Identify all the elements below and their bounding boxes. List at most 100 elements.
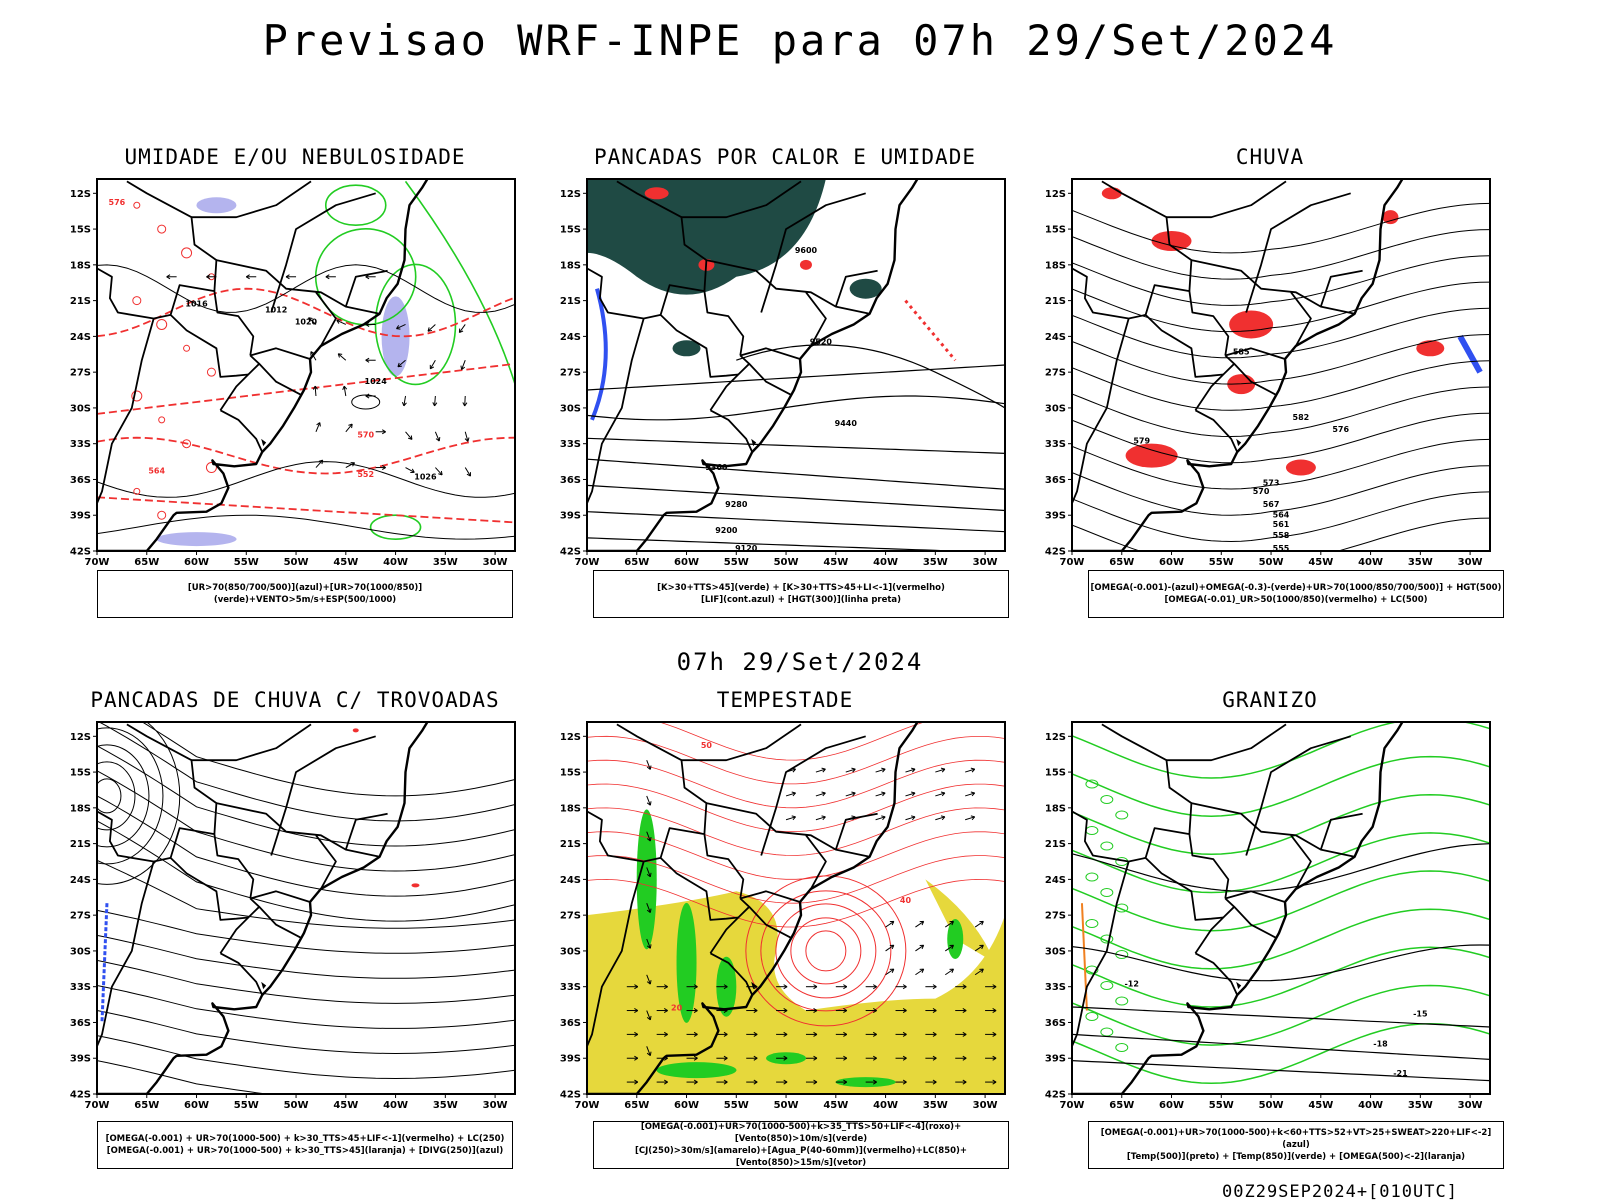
wind-vector-head [646, 944, 652, 949]
rain-omega-area [1229, 310, 1274, 339]
temp850-contour [1072, 1022, 1490, 1085]
map-plot: 40 50 20 12S 15S 18S 21S 24S 27S 30S 33S 36S 39S 42S7… [560, 721, 1006, 1111]
lat-tick-label: 15S [560, 768, 581, 779]
hgt300-contour [587, 364, 1005, 391]
wind-vector-head [435, 436, 441, 442]
temp500-contour [1072, 1033, 1490, 1060]
wind-vector-head [872, 1055, 877, 1061]
precip-water-contour [587, 735, 1005, 785]
lon-tick-label: 40W [873, 557, 898, 568]
run-info-footer: 00Z29SEP2024+[010UTC] [1222, 1182, 1458, 1202]
streamline-vortex [97, 778, 122, 814]
border [126, 180, 218, 292]
wind-vector-head [429, 364, 435, 370]
wind-vector-head [432, 402, 438, 407]
wind-vector-head [992, 984, 997, 990]
contour-label: 573 [1263, 478, 1280, 487]
wind-vector [646, 759, 651, 770]
border [1072, 810, 1146, 863]
lat-tick-label: 27S [560, 911, 581, 922]
temp850-detail [1085, 1012, 1099, 1021]
lat-tick-label: 21S [1045, 296, 1066, 307]
lat-tick-label: 39S [1045, 511, 1066, 522]
map-plot: 1012 1016 1020 1024 1026 564 570 576 552 12S 15S 18… [70, 178, 516, 568]
lc850-contour [760, 890, 892, 1012]
wind-vector-head [979, 920, 984, 926]
lon-tick-label: 55W [1209, 557, 1234, 568]
high-pressure-isobar [351, 394, 381, 410]
legend-line: [OMEGA(-0.001)-(azul)+OMEGA(-0.3)-(verde… [1090, 583, 1502, 593]
lon-tick-label: 45W [333, 557, 358, 568]
lat-tick-label: 18S [560, 803, 581, 814]
lat-tick-label: 36S [70, 1018, 91, 1029]
wind-vector [308, 317, 317, 325]
hgt500-contour [1072, 438, 1490, 490]
humidity-1000-850-contour [404, 180, 515, 385]
lon-tick-label: 50W [1259, 1100, 1284, 1111]
legend-chuva: [OMEGA(-0.001)-(azul)+OMEGA(-0.3)-(verde… [1088, 570, 1504, 618]
wind850-area [676, 902, 697, 1023]
wind-vector-head [970, 767, 976, 773]
streamline [97, 1060, 271, 1094]
wind-vector-head [663, 1008, 668, 1014]
border [270, 735, 376, 856]
lagoa-dos-patos [751, 981, 757, 990]
border [315, 834, 337, 890]
lat-tick-label: 33S [1045, 439, 1066, 450]
humidity-850-500-area [196, 197, 237, 214]
lon-tick-label: 65W [1109, 557, 1134, 568]
temp850-detail [1100, 1027, 1114, 1037]
temp500-contour [1072, 944, 1490, 982]
contour-label: 1026 [414, 472, 437, 481]
wind-vector-head [783, 1079, 788, 1085]
border [1144, 827, 1230, 921]
temp850-contour [1072, 870, 1490, 932]
lon-tick-label: 35W [433, 557, 458, 568]
lat-tick-label: 33S [70, 439, 91, 450]
wind-vector-head [646, 801, 652, 806]
lon-tick-label: 60W [674, 557, 699, 568]
legend-umidade: [UR>70(850/700/500)](azul)+[UR>70(1000/8… [97, 570, 513, 618]
border [169, 827, 255, 921]
lon-tick-label: 30W [483, 557, 508, 568]
temp850-contour [1072, 793, 1490, 856]
coastline [587, 722, 919, 1094]
contour-label: 552 [357, 470, 374, 479]
precip-water-contour [587, 855, 1005, 904]
humidity-1000-850-contour [369, 514, 422, 540]
isobar [97, 461, 515, 498]
lat-tick-label: 24S [70, 332, 91, 343]
lagoa-dos-patos [1236, 981, 1242, 990]
lat-tick-label: 21S [1045, 839, 1066, 850]
lat-tick-label: 39S [70, 511, 91, 522]
hgt300-contour [587, 511, 1005, 533]
wind-vector-head [932, 1055, 937, 1061]
lat-tick-label: 30S [70, 946, 91, 957]
streamline-vortex [97, 744, 150, 848]
lat-tick-label: 27S [70, 911, 91, 922]
lon-tick-label: 65W [134, 557, 159, 568]
wind-vector-head [821, 791, 826, 797]
unstable-li-area [644, 187, 669, 200]
wind-vector-head [919, 968, 925, 973]
legend-line: [OMEGA(-0.001) + UR>70(1000-500) + k>30_… [106, 1146, 504, 1156]
humidity-850-500-area [156, 532, 237, 547]
thickness-detail [157, 510, 167, 520]
wind-vector-head [693, 1055, 698, 1061]
coastline [1072, 179, 1404, 551]
border [706, 259, 870, 315]
wind-vector [915, 921, 924, 928]
contour-label: 576 [1332, 425, 1349, 434]
precip-water-contour [587, 783, 1005, 832]
wind-vector [396, 324, 406, 330]
border [1290, 834, 1312, 890]
unstable-li-area [799, 259, 812, 270]
thickness-contour [97, 496, 515, 524]
contour-label: 564 [148, 467, 165, 476]
wind-vector-head [902, 984, 907, 990]
legend-pancadas-calor: [K>30+TTS>45](verde) + [K>30+TTS>45+LI<-… [593, 570, 1009, 618]
wind-vector [885, 968, 895, 976]
lon-tick-label: 60W [674, 1100, 699, 1111]
border [97, 810, 171, 863]
